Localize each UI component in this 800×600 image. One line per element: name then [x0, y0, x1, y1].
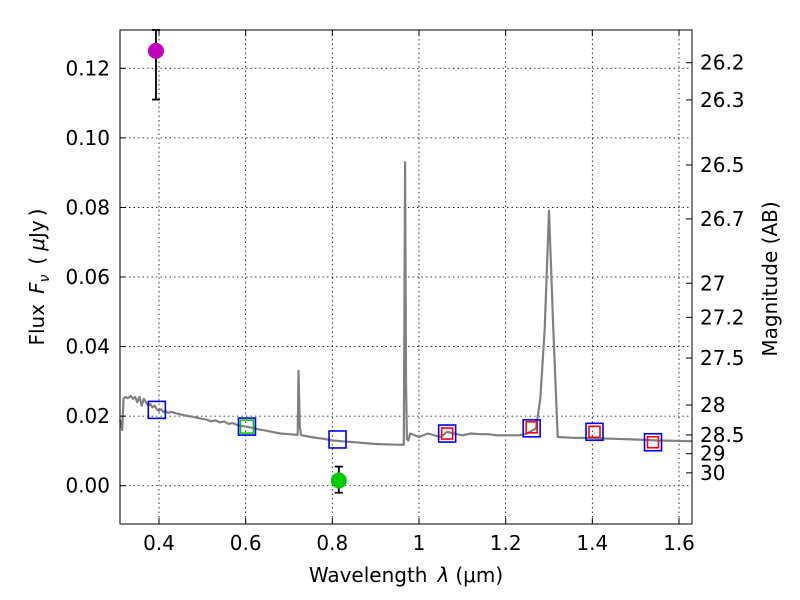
y-tick-label: 0.08	[65, 195, 110, 219]
photometry-square-marker	[328, 430, 347, 449]
x-tick-label: 0.6	[230, 531, 262, 555]
y-tick-label: 0.00	[65, 474, 110, 498]
x-axis: 0.4 0.6 0.8 1 1.2 1.4 1.6	[143, 30, 695, 555]
photometry-square-marker	[239, 419, 255, 434]
photometry-square-marker	[646, 435, 660, 449]
photometry-square-marker	[437, 424, 457, 443]
y-tick-label: 0.02	[65, 404, 110, 428]
x-tick-label: 1	[413, 531, 426, 555]
plot-content	[118, 29, 693, 494]
y-tick-label: 0.12	[65, 56, 110, 80]
y-axis-left: 0.00 0.02 0.04 0.06 0.08 0.10 0.12	[65, 56, 126, 498]
detection-point	[147, 42, 164, 59]
x-tick-label: 1.2	[490, 531, 522, 555]
mag-tick-label: 26.5	[700, 153, 745, 177]
mag-tick-label: 26.7	[700, 207, 745, 231]
mag-tick-label: 30	[700, 461, 725, 485]
x-tick-label: 1.4	[576, 531, 608, 555]
y-tick-label: 0.04	[65, 335, 110, 359]
mag-tick-label: 27.2	[700, 305, 745, 329]
photometry-square-marker	[522, 419, 541, 438]
x-tick-label: 0.8	[316, 531, 348, 555]
grid	[120, 30, 692, 524]
photometry-square-marker	[525, 420, 538, 434]
y-tick-label: 0.06	[65, 265, 110, 289]
photometry-square-marker	[588, 425, 601, 439]
y-axis-label: FluxFν(μJy)	[25, 208, 53, 345]
y-tick-label: 0.10	[65, 126, 110, 150]
mag-tick-label: 27	[700, 271, 725, 295]
mag-tick-label: 27.5	[700, 346, 745, 370]
photometry-square-marker	[147, 400, 167, 420]
x-tick-label: 1.6	[663, 531, 695, 555]
sed-model-line	[118, 161, 693, 446]
photometry-square-marker	[440, 427, 454, 440]
mag-tick-label: 26.2	[700, 51, 745, 75]
mag-tick-label: 28	[700, 393, 725, 417]
photometry-square-marker	[237, 417, 257, 436]
photometry-square-marker	[643, 432, 663, 452]
mag-tick-label: 26.3	[700, 88, 745, 112]
mag-tick-label: 29	[700, 442, 725, 466]
x-axis-label: Wavelength λ (μm)	[309, 563, 503, 587]
detection-point	[330, 472, 347, 489]
photometry-square-marker	[585, 422, 604, 442]
y2-axis-label: Magnitude (AB)	[758, 201, 782, 356]
x-tick-label: 0.4	[143, 531, 175, 555]
mag-tick-label: 28.5	[700, 423, 745, 447]
